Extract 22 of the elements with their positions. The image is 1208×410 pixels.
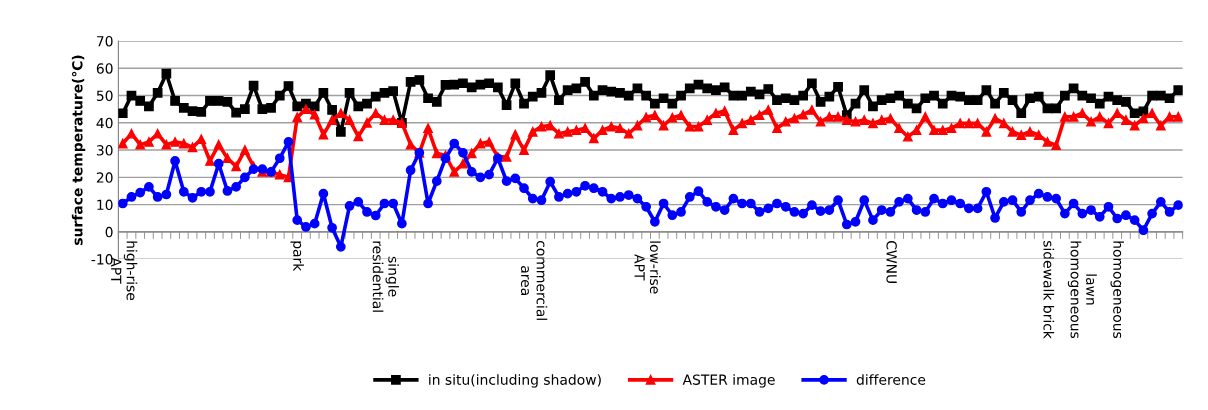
y-tick-label: 70 xyxy=(96,35,113,47)
legend-label: ASTER image xyxy=(682,374,775,388)
y-tick-label: 40 xyxy=(96,117,113,129)
x-tick-label: low-rise APT xyxy=(634,241,661,294)
y-tick-label: 30 xyxy=(96,145,113,156)
y-tick-label: 10 xyxy=(97,199,113,211)
x-tick-label: high-rise APT xyxy=(111,241,138,301)
x-tick-label: homogeneous xyxy=(1110,241,1124,339)
y-tick-label: 0 xyxy=(105,226,113,238)
x-tick-label: park xyxy=(290,241,304,272)
legend-label: in situ(including shadow) xyxy=(429,374,601,388)
y-tick-label: -10 xyxy=(91,254,113,265)
x-tick-label: commercial area xyxy=(520,240,548,320)
x-tick-label: CWNU xyxy=(886,240,897,283)
x-tick-label: lawn homogeneous xyxy=(1067,241,1097,339)
x-tick-label: single residential xyxy=(372,241,399,312)
legend-label: difference xyxy=(856,374,926,385)
y-axis-title: surface temperature(℃) xyxy=(71,55,86,246)
y-tick-label: 20 xyxy=(96,172,113,183)
x-tick-label: sidewalk brick xyxy=(1043,240,1055,339)
y-tick-label: 60 xyxy=(96,63,113,74)
y-tick-label: 50 xyxy=(96,90,113,101)
